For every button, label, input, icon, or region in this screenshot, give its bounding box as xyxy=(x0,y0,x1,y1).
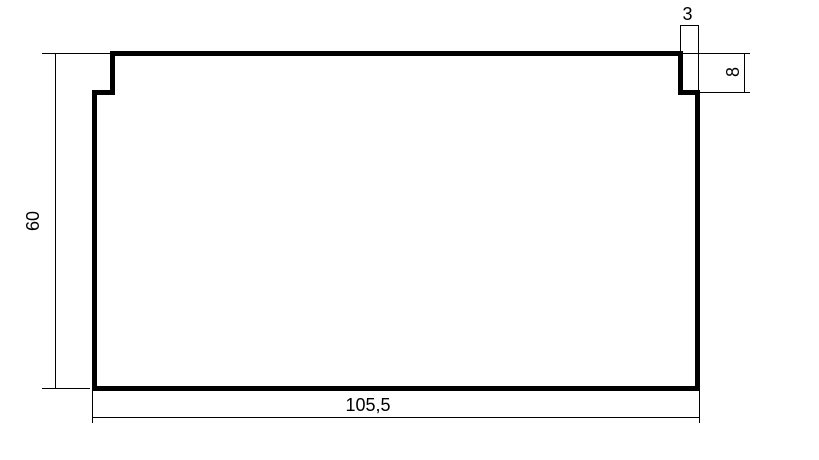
notch-width-extension-line-right xyxy=(698,25,699,90)
profile-left-step-edge xyxy=(92,90,115,95)
width-extension-line-right xyxy=(699,391,700,423)
profile-right-step-edge xyxy=(678,90,700,95)
height-extension-line-bottom xyxy=(42,388,90,389)
notch-width-dimension-label: 3 xyxy=(682,4,693,24)
profile-right-edge xyxy=(695,90,700,391)
notch-depth-dimension-line xyxy=(744,53,745,92)
notch-width-extension-line-left xyxy=(680,25,681,51)
profile-left-upper-edge xyxy=(110,51,115,95)
height-dimension-line xyxy=(55,53,56,389)
notch-depth-dimension-label: 8 xyxy=(723,67,743,78)
profile-left-edge xyxy=(92,90,97,391)
notch-depth-extension-line-top xyxy=(683,53,750,54)
width-extension-line-left xyxy=(92,391,93,423)
notch-width-dimension-line xyxy=(680,25,698,26)
height-extension-line-top xyxy=(42,53,110,54)
notch-depth-extension-line-bottom xyxy=(700,92,750,93)
width-dimension-label: 105,5 xyxy=(345,395,391,415)
width-dimension-line xyxy=(92,417,700,418)
height-dimension-label: 60 xyxy=(23,210,43,232)
profile-right-upper-edge xyxy=(678,51,683,95)
profile-top-edge xyxy=(110,51,683,56)
profile-bottom-edge xyxy=(92,386,700,391)
